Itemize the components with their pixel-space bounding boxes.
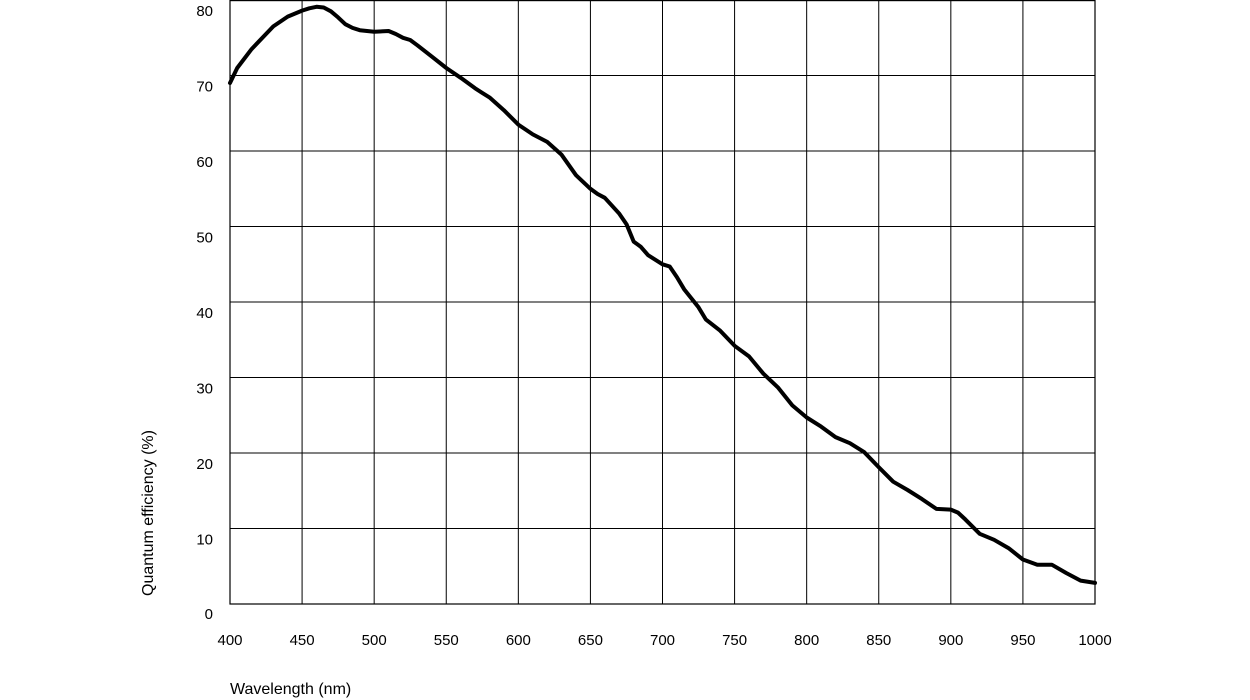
x-tick-label: 650 [578, 632, 603, 649]
x-tick-label: 950 [1010, 632, 1035, 649]
x-axis-title: Wavelength (nm) [230, 681, 351, 698]
quantum-efficiency-series-line [228, 4, 1097, 585]
y-axis-title: Quantum efficiency (%) [140, 430, 157, 596]
x-tick-label: 1000 [1078, 632, 1111, 649]
x-tick-label: 900 [938, 632, 963, 649]
x-tick-label: 500 [362, 632, 387, 649]
x-tick-label: 600 [506, 632, 531, 649]
plot-frame [229, 0, 1096, 605]
x-tick-label: 850 [866, 632, 891, 649]
y-tick-label: 80 [196, 3, 213, 20]
y-tick-label: 70 [196, 79, 213, 96]
grid [230, 0, 1095, 604]
x-axis-ticks: 400 450 500 550 600 650 700 750 800 850 900 950 1000 [217, 632, 1111, 649]
y-tick-label: 30 [196, 381, 213, 398]
x-tick-label: 800 [794, 632, 819, 649]
y-tick-label: 20 [196, 456, 213, 473]
y-tick-label: 10 [196, 532, 213, 549]
x-tick-label: 750 [722, 632, 747, 649]
x-tick-label: 450 [290, 632, 315, 649]
y-tick-label: 40 [196, 305, 213, 322]
y-tick-label: 60 [196, 154, 213, 171]
y-axis-ticks: 0 10 20 30 40 50 60 70 80 [196, 3, 213, 623]
x-tick-label: 550 [434, 632, 459, 649]
x-tick-label: 700 [650, 632, 675, 649]
y-tick-label: 50 [196, 230, 213, 247]
y-tick-label: 0 [205, 606, 213, 623]
x-tick-label: 400 [217, 632, 242, 649]
